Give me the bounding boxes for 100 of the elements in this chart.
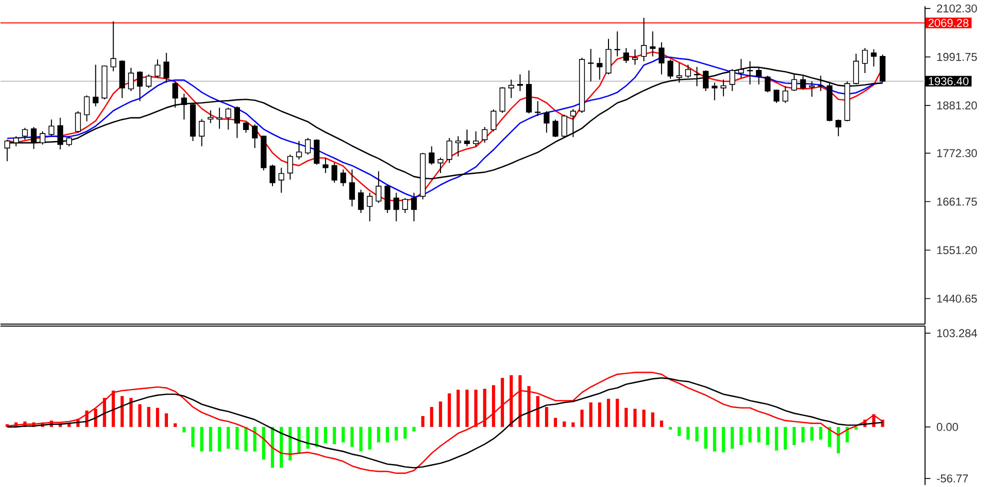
candlestick xyxy=(128,67,134,92)
candlestick xyxy=(544,110,550,134)
candlestick xyxy=(287,154,294,180)
bar xyxy=(164,413,168,427)
candlestick xyxy=(764,75,771,93)
bar xyxy=(156,408,160,427)
y-tick-label: 1661.75 xyxy=(937,198,977,206)
candlestick xyxy=(92,64,99,107)
candlestick xyxy=(13,136,19,147)
candlestick xyxy=(164,52,170,84)
candlestick xyxy=(570,108,576,138)
bar xyxy=(438,402,442,427)
candlestick xyxy=(243,122,249,134)
bar xyxy=(448,393,451,427)
bar xyxy=(651,412,654,427)
candlestick xyxy=(234,106,240,139)
bar xyxy=(500,378,504,427)
bar xyxy=(394,426,398,441)
candlestick xyxy=(508,79,514,99)
bar xyxy=(624,408,628,427)
bar xyxy=(85,410,88,427)
bar xyxy=(191,426,194,447)
y-tick-label: 2102.30 xyxy=(936,4,977,12)
candlestick xyxy=(808,80,815,98)
candlestick xyxy=(720,79,726,97)
bar xyxy=(359,426,362,452)
bar xyxy=(757,426,760,442)
bar xyxy=(686,426,690,440)
bar xyxy=(492,385,496,427)
candlestick xyxy=(623,48,630,64)
bar xyxy=(695,426,699,442)
bar xyxy=(633,408,637,427)
candlestick xyxy=(428,146,435,166)
bar xyxy=(182,426,186,432)
candlestick xyxy=(800,76,806,90)
bar xyxy=(253,426,256,452)
bar xyxy=(324,426,328,444)
bar xyxy=(138,404,142,427)
bar xyxy=(660,420,664,427)
bar xyxy=(332,426,336,444)
candlestick xyxy=(862,48,868,74)
candlestick xyxy=(84,94,90,122)
candlestick xyxy=(30,126,37,150)
bar xyxy=(536,396,540,427)
y-tick-label: 1772.30 xyxy=(937,149,977,158)
bar xyxy=(819,426,822,440)
candlestick xyxy=(40,130,46,146)
bar xyxy=(430,407,434,427)
candlestick xyxy=(48,119,54,137)
candlestick xyxy=(596,57,603,80)
candlestick xyxy=(332,162,338,184)
bar xyxy=(766,426,770,446)
candlestick xyxy=(340,169,346,187)
candlestick xyxy=(650,30,656,57)
candlestick xyxy=(402,198,408,214)
bar xyxy=(580,410,584,427)
candlestick xyxy=(482,126,488,144)
candlestick xyxy=(314,138,320,166)
bar xyxy=(678,426,681,436)
candlestick xyxy=(252,124,258,149)
bar xyxy=(810,426,814,441)
candlestick xyxy=(366,192,373,222)
candlestick xyxy=(534,100,541,117)
bar xyxy=(846,426,849,442)
y-tick-label: 103.284 xyxy=(937,329,978,338)
candlestick xyxy=(270,164,276,187)
candlestick xyxy=(464,129,470,147)
y-tick-label: 1991.75 xyxy=(937,52,977,61)
y-tick-label: 1881.20 xyxy=(937,101,977,110)
candlestick xyxy=(136,70,143,102)
bar xyxy=(704,426,708,449)
bar xyxy=(554,418,558,427)
candlestick xyxy=(588,48,594,82)
candlestick xyxy=(658,42,664,75)
candlestick xyxy=(455,136,462,157)
bar xyxy=(474,390,478,427)
candlestick xyxy=(490,109,496,132)
bar xyxy=(598,402,602,427)
candlestick xyxy=(791,74,798,92)
candlestick xyxy=(225,107,232,130)
candlestick xyxy=(349,169,355,207)
bar xyxy=(616,398,619,427)
bar xyxy=(722,426,726,452)
bar xyxy=(740,426,743,446)
bar xyxy=(412,426,416,432)
bar xyxy=(280,426,283,468)
bar xyxy=(350,426,354,447)
candlestick xyxy=(632,48,638,66)
bar xyxy=(713,426,716,452)
candlestick xyxy=(296,140,302,160)
bar xyxy=(421,416,424,427)
bar xyxy=(572,422,575,427)
bar xyxy=(774,426,778,451)
candlestick xyxy=(110,20,116,72)
bar xyxy=(404,426,407,439)
bar xyxy=(510,375,513,427)
candlestick xyxy=(870,48,877,68)
ref-line-label: 1936.40 xyxy=(928,77,968,86)
bar xyxy=(456,390,460,427)
candlestick xyxy=(561,114,568,138)
